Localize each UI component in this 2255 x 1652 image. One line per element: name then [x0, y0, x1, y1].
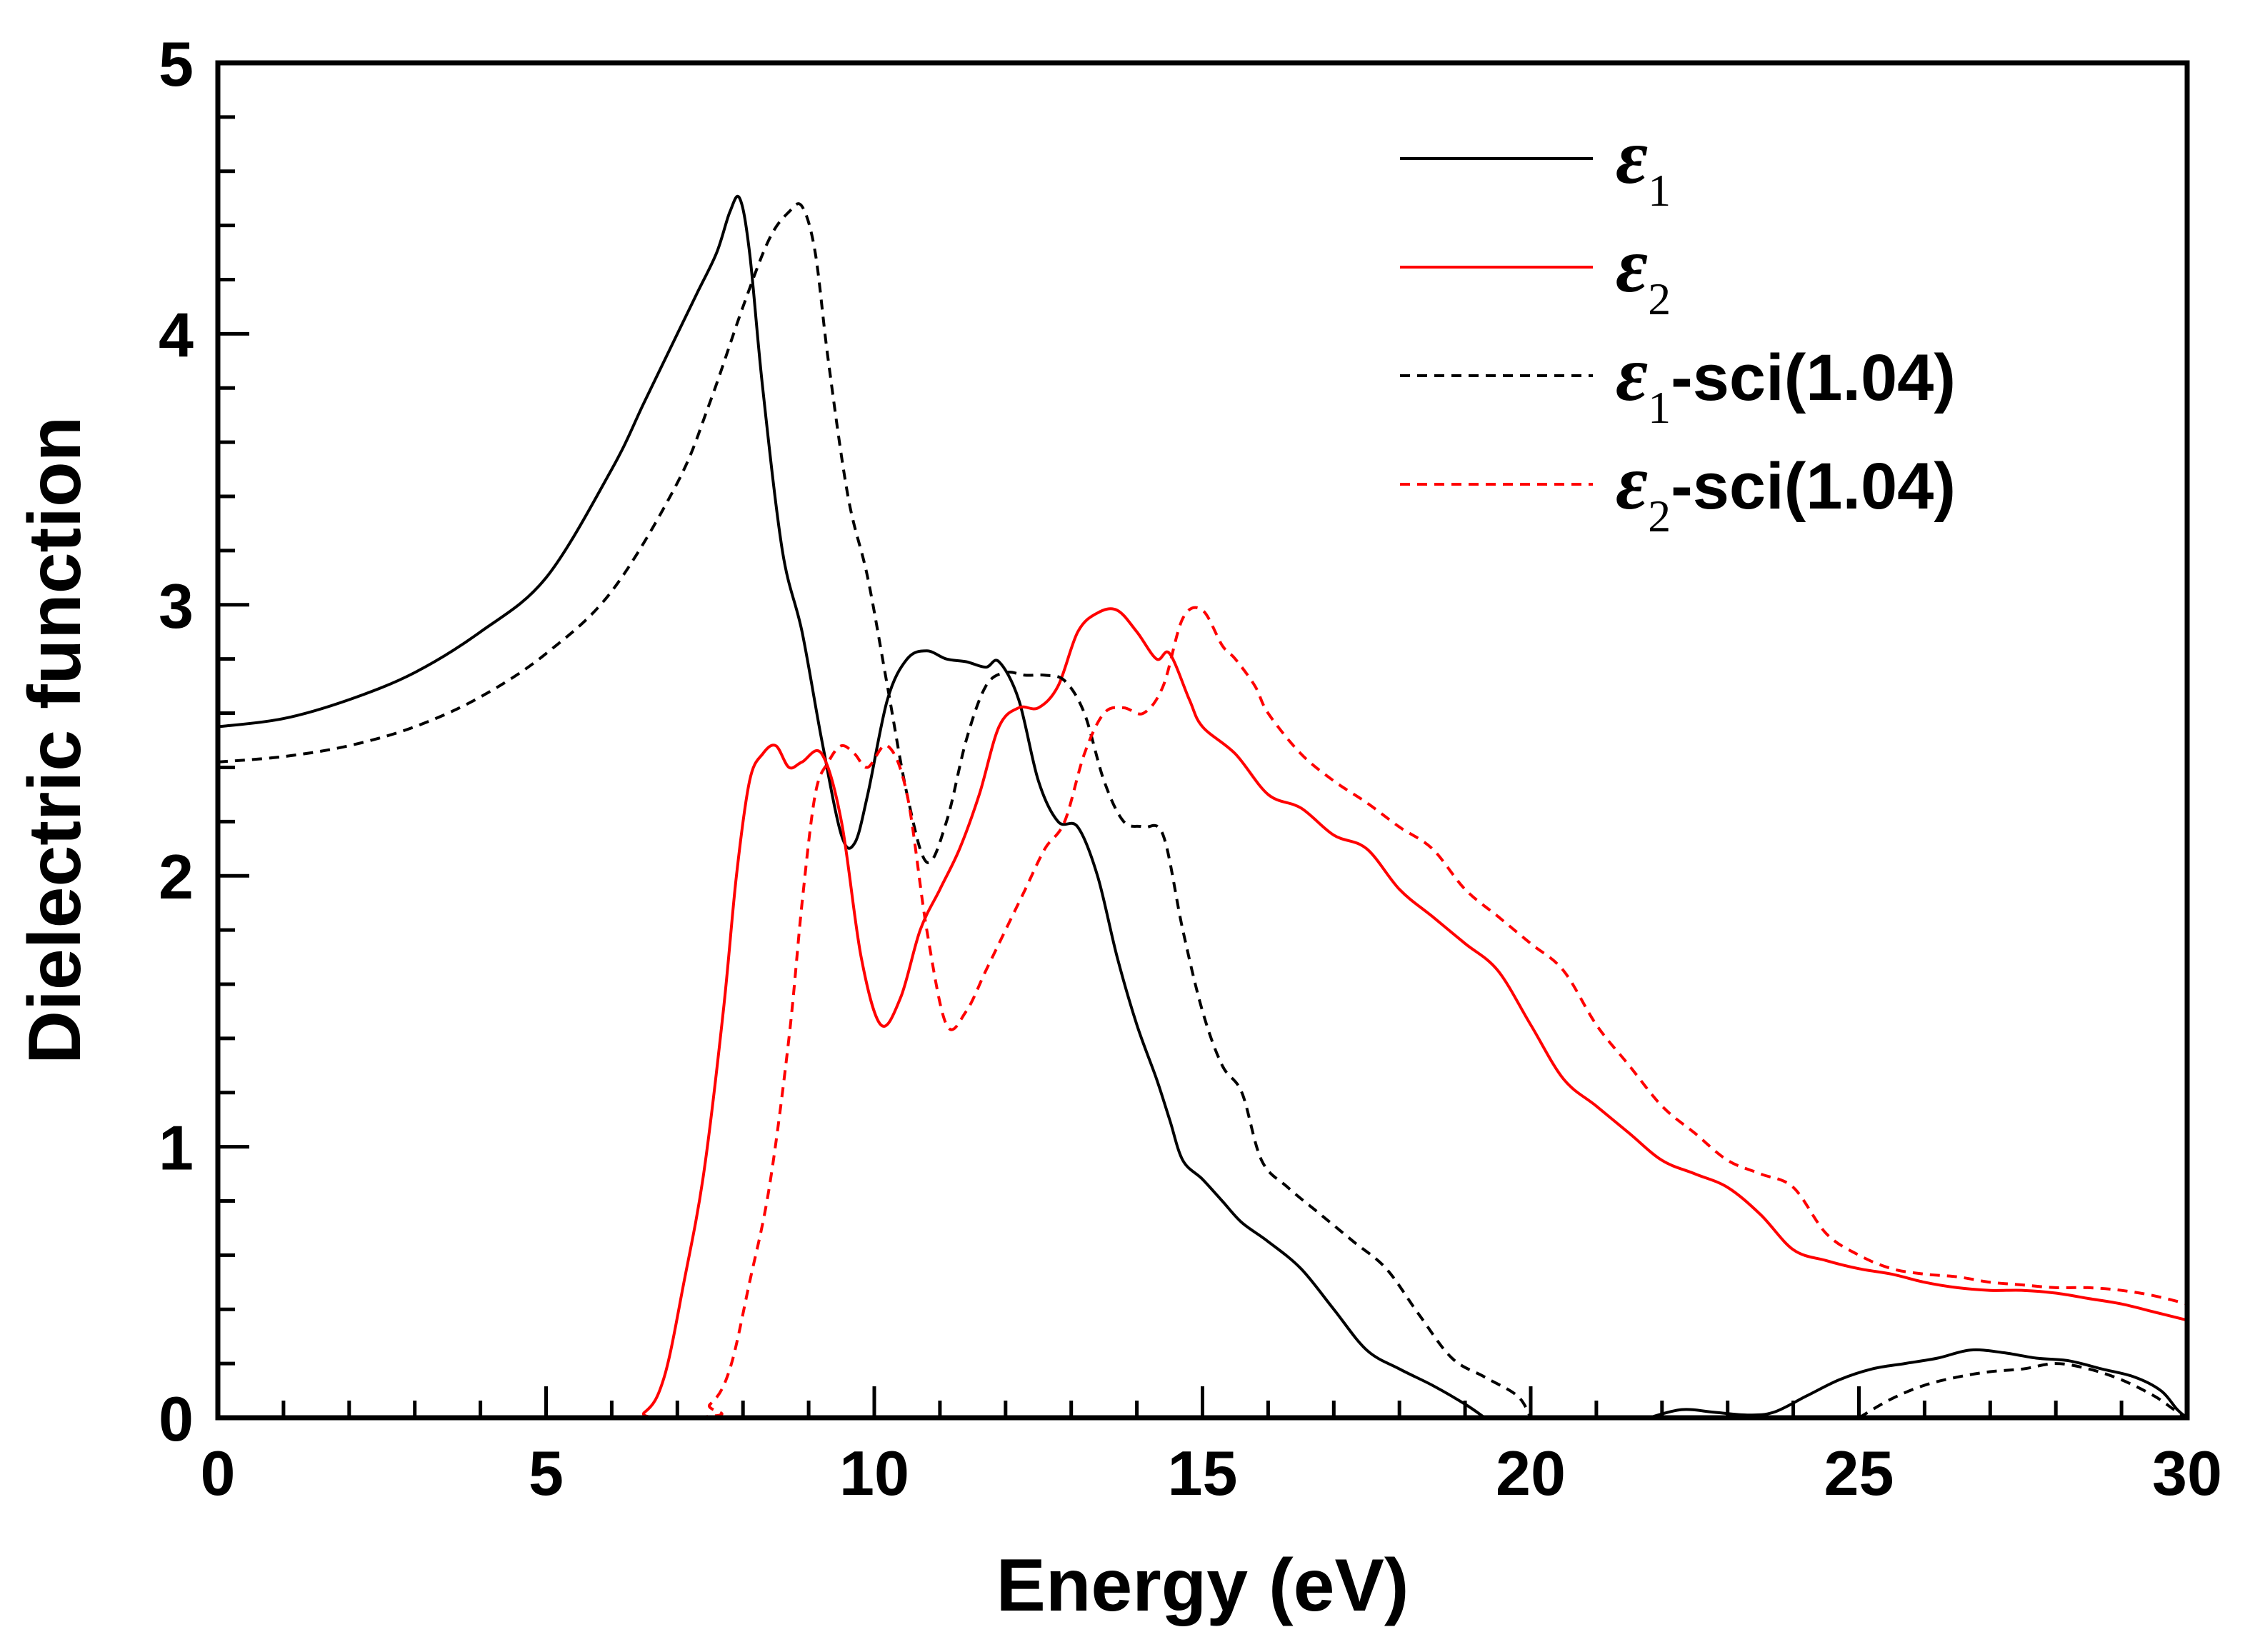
series-line-2-sci-1-04: [218, 606, 2187, 1418]
series-line-1: [218, 194, 1486, 1418]
x-tick-label: 30: [2152, 1438, 2222, 1508]
legend-label: ε2: [1616, 221, 1671, 324]
y-tick-label: 3: [159, 571, 194, 641]
y-tick-label: 2: [159, 841, 194, 912]
y-tick-label: 4: [159, 299, 194, 370]
x-tick-label: 0: [201, 1438, 236, 1508]
x-axis-title: Energy (eV): [996, 1544, 1409, 1627]
x-tick-label: 5: [529, 1438, 564, 1508]
series-line-1-sci-25-30-ev: [1858, 1362, 2187, 1418]
x-tick-label: 10: [839, 1438, 909, 1508]
axis-ticks: 0 5 10 15 20 25 30 0 1 2 3 4 5: [159, 29, 2222, 1508]
legend-label: ε1: [1616, 113, 1671, 216]
plot-series: [218, 194, 2187, 1418]
x-tick-label: 15: [1168, 1438, 1238, 1508]
plot-frame: [215, 60, 2190, 1421]
x-tick-label: 25: [1824, 1438, 1894, 1508]
series-line-1-sci-1-04: [218, 202, 1532, 1418]
y-tick-label: 1: [159, 1113, 194, 1183]
y-tick-label: 0: [159, 1383, 194, 1454]
series-line-1-25-30-ev: [1648, 1348, 2187, 1418]
series-line-2: [218, 607, 2187, 1418]
y-axis-title: Dielectric function: [14, 416, 96, 1064]
legend-label: ε1-sci(1.04): [1616, 330, 1956, 433]
legend-label: ε2-sci(1.04): [1616, 439, 1956, 541]
y-tick-label: 5: [159, 29, 194, 99]
x-tick-label: 20: [1496, 1438, 1566, 1508]
